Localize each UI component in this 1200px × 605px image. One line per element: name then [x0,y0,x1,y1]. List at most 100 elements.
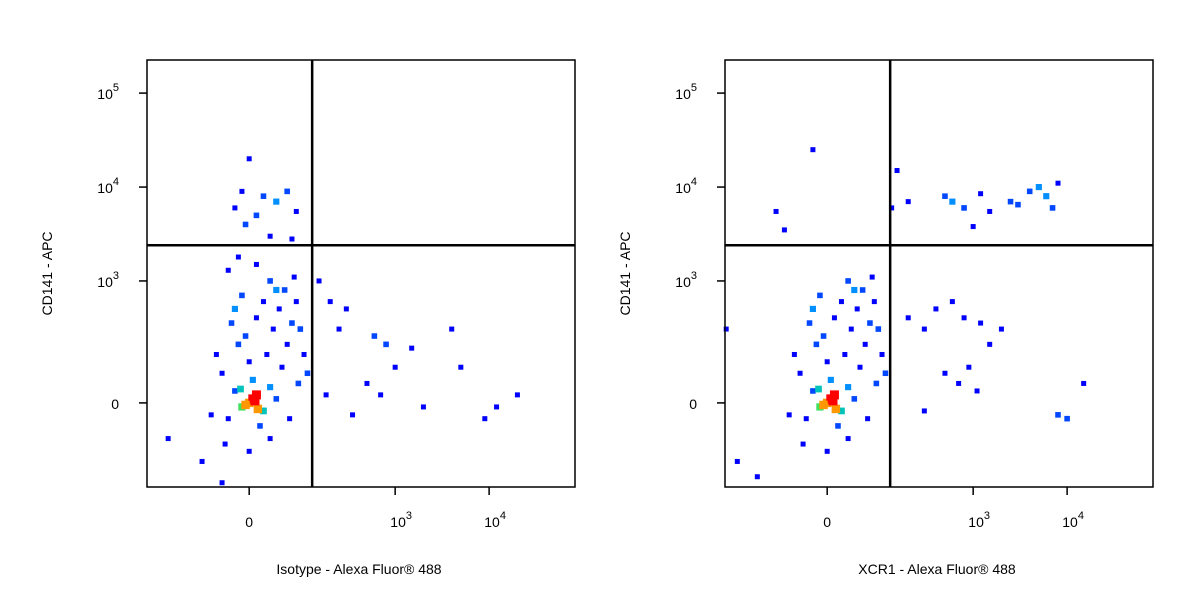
tick-base: 10 [675,86,691,102]
event-point [961,205,967,211]
event-point [987,341,993,347]
event-point [842,351,848,357]
event-point [297,326,304,332]
event-point [862,341,868,347]
tick-label: 103 [390,510,412,530]
tick-label: 0 [111,396,119,412]
x-axis-label: XCR1 - Alexa Fluor® 488 [858,561,1016,577]
tick-label: 103 [97,270,119,290]
event-point [734,458,740,464]
tick-exponent: 5 [113,82,119,94]
event-point [797,370,803,376]
event-point [966,364,972,370]
tick-exponent: 4 [113,176,119,188]
event-point [225,267,231,273]
event-point [231,305,238,312]
event-point [304,370,311,377]
event-point [392,364,398,370]
event-point [831,315,837,321]
event-point [857,364,863,370]
event-point [289,320,295,326]
event-point [835,423,841,429]
event-point [270,326,276,332]
event-point [1055,180,1061,186]
event-point [273,286,280,294]
event-point [267,233,273,239]
tick-label: 0 [689,396,697,412]
event-point [371,333,378,339]
event-point [239,292,245,299]
event-point [810,147,816,153]
event-point [273,198,280,205]
event-point [253,212,260,219]
event-point [267,278,273,284]
event-point [854,306,860,312]
event-point [921,326,927,332]
event-point [1026,188,1033,195]
event-point [754,474,760,480]
event-point [815,385,822,393]
event-point [873,380,880,387]
event-point [260,407,267,415]
event-point [786,412,792,418]
tick-exponent: 3 [691,270,697,282]
event-point [293,208,299,214]
event-point [791,351,797,357]
event-point [1043,193,1050,200]
event-point [239,188,245,194]
event-point [961,315,967,321]
event-point [956,380,962,386]
event-point [242,221,249,228]
plot-frame [724,59,1154,488]
event-point [813,341,820,348]
event-point [383,341,389,348]
tick-base: 10 [484,514,500,530]
tick-label: 0 [823,514,831,530]
tick-exponent: 4 [691,176,697,188]
event-point [343,306,349,312]
event-point [289,236,295,242]
event-point [781,227,787,233]
event-point [336,326,342,332]
tick-base: 10 [1062,514,1078,530]
event-point [295,380,302,387]
tick-label: 105 [675,82,697,102]
event-point [838,407,845,415]
tick-label: 104 [97,176,119,196]
event-point [921,408,927,414]
event-point [323,392,329,398]
event-point [165,436,171,442]
tick-exponent: 4 [1078,510,1084,522]
event-point [250,396,260,406]
event-point [219,480,225,486]
tick-exponent: 3 [984,510,990,522]
event-point [1064,415,1070,422]
event-point [838,299,844,305]
tick-exponent: 5 [691,82,697,94]
event-point [267,436,273,442]
event-point [249,376,256,383]
tick-base: 10 [968,514,984,530]
event-point [482,416,488,422]
tick-label: 104 [675,176,697,196]
event-point [879,351,885,357]
tick-exponent: 3 [406,510,412,522]
tick-base: 10 [390,514,406,530]
points [723,147,1087,480]
event-point [235,341,242,348]
event-point [1035,183,1042,191]
event-point [237,385,244,393]
event-point [228,320,235,326]
event-point [809,305,816,312]
event-point [974,388,980,394]
points [165,156,520,486]
event-point [287,416,293,422]
event-point [409,345,415,351]
event-point [1015,201,1021,208]
event-point [301,351,307,357]
event-point [824,448,830,454]
event-point [1049,205,1056,211]
event-point [865,416,871,422]
event-point [291,274,297,280]
